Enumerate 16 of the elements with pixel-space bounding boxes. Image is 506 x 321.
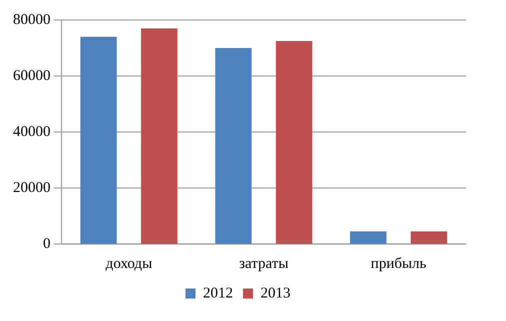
- x-tick-label: затраты: [239, 256, 288, 272]
- x-tick-label: прибыль: [370, 256, 427, 272]
- bar: [350, 231, 386, 244]
- y-tick-label: 20000: [13, 180, 50, 196]
- bar: [215, 48, 252, 244]
- bar: [410, 231, 448, 244]
- bar: [276, 41, 312, 244]
- x-tick-label: доходы: [106, 256, 152, 272]
- bar: [80, 36, 117, 244]
- legend-label: 2012: [203, 285, 233, 302]
- bar: [141, 28, 178, 244]
- y-tick-label: 60000: [13, 68, 50, 84]
- y-tick-label: 80000: [13, 12, 50, 28]
- y-tick-label: 0: [43, 236, 50, 252]
- y-tick-label: 40000: [13, 124, 50, 140]
- legend-label: 2013: [260, 285, 290, 302]
